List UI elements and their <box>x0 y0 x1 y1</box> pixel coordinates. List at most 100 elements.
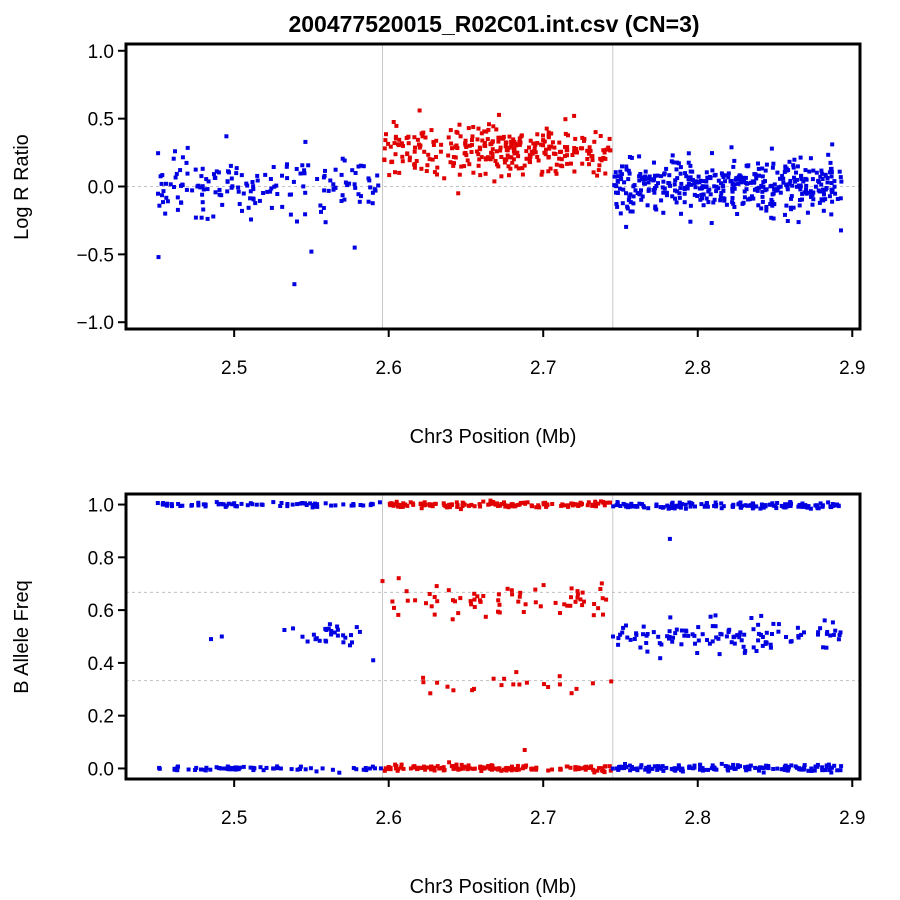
lrr-data-point <box>633 188 638 193</box>
lrr-data-point <box>400 159 405 164</box>
baf-data-point <box>411 764 416 769</box>
baf-data-point <box>196 500 201 505</box>
baf-data-point <box>435 764 440 769</box>
lrr-data-point <box>651 178 656 183</box>
baf-data-point <box>568 765 573 770</box>
lrr-data-point <box>682 191 687 196</box>
baf-data-point <box>656 766 661 771</box>
baf-data-point <box>499 683 504 688</box>
baf-data-point <box>295 502 300 507</box>
lrr-data-point <box>587 162 591 167</box>
lrr-data-point <box>771 216 776 221</box>
baf-data-point <box>707 641 712 646</box>
lrr-data-point <box>412 162 417 167</box>
lrr-data-point <box>734 176 739 181</box>
baf-data-point <box>557 682 562 687</box>
baf-data-point <box>667 629 672 634</box>
baf-data-point <box>275 764 280 769</box>
baf-data-point <box>585 503 590 508</box>
baf-data-point <box>199 767 203 772</box>
lrr-data-point <box>822 192 826 197</box>
lrr-data-point <box>434 155 438 159</box>
baf-data-point <box>481 499 486 504</box>
baf-data-point <box>221 766 226 771</box>
lrr-data-point <box>550 140 555 145</box>
baf-data-point <box>396 767 401 772</box>
baf-data-point <box>478 764 483 769</box>
baf-data-point <box>823 768 828 773</box>
lrr-data-point <box>798 155 803 160</box>
lrr-data-point <box>698 178 703 183</box>
lrr-data-point <box>515 150 520 155</box>
lrr-data-point <box>716 186 721 191</box>
lrr-data-point <box>684 174 689 179</box>
baf-data-point <box>759 613 764 618</box>
baf-data-point <box>688 504 693 509</box>
baf-data-point <box>514 768 519 773</box>
lrr-data-point <box>303 212 308 217</box>
baf-data-point <box>783 502 788 507</box>
baf-data-point <box>775 766 780 771</box>
baf-data-point <box>155 501 160 505</box>
baf-data-point <box>638 645 643 650</box>
lrr-data-point <box>829 212 834 217</box>
lrr-data-point <box>161 200 165 205</box>
lrr-data-point <box>566 133 570 138</box>
baf-data-point <box>726 629 731 633</box>
lrr-data-point <box>195 184 200 189</box>
lrr-data-point <box>622 180 627 185</box>
lrr-data-point <box>482 141 487 145</box>
lrr-data-point <box>804 183 809 188</box>
lrr-data-point <box>592 139 597 144</box>
baf-data-point <box>569 691 574 696</box>
baf-data-point <box>202 767 207 772</box>
lrr-data-point <box>666 181 671 185</box>
lrr-data-point <box>268 177 273 181</box>
lrr-data-point <box>271 165 276 169</box>
lrr-data-point <box>476 152 481 157</box>
baf-data-point <box>656 764 661 769</box>
lrr-data-point <box>479 155 484 160</box>
lrr-data-point <box>165 199 170 204</box>
lrr-data-point <box>163 211 168 216</box>
lrr-data-point <box>587 145 592 150</box>
baf-data-point <box>330 767 335 772</box>
lrr-data-point <box>206 179 211 184</box>
baf-data-point <box>230 766 235 770</box>
baf-data-point <box>517 682 522 687</box>
lrr-data-point <box>565 153 569 158</box>
lrr-data-point <box>255 173 260 178</box>
lrr-data-point <box>798 187 803 192</box>
lrr-data-point <box>670 153 675 158</box>
lrr-data-point <box>769 146 774 151</box>
lrr-data-point <box>706 189 711 194</box>
lrr-data-point <box>837 169 842 174</box>
baf-data-point <box>682 633 687 638</box>
baf-data-point <box>419 506 424 511</box>
baf-data-point <box>461 501 466 506</box>
baf-data-point <box>779 767 784 772</box>
lrr-data-point <box>419 166 424 171</box>
lrr-data-point <box>488 142 493 147</box>
lrr-data-point <box>602 150 607 155</box>
lrr-points <box>156 108 844 287</box>
lrr-data-point <box>615 204 620 209</box>
lrr-data-point <box>706 200 711 205</box>
lrr-data-point <box>417 145 422 150</box>
lrr-data-point <box>493 159 498 163</box>
baf-data-point <box>721 504 726 509</box>
baf-data-point <box>731 635 736 640</box>
baf-data-point <box>713 613 718 618</box>
lrr-data-point <box>399 141 404 146</box>
baf-data-point <box>659 766 664 771</box>
baf-data-point <box>839 764 844 769</box>
lrr-data-point <box>721 175 726 179</box>
baf-data-point <box>594 504 598 509</box>
baf-data-point <box>800 503 805 508</box>
baf-data-point <box>647 768 652 773</box>
baf-data-point <box>679 768 683 773</box>
baf-data-point <box>180 503 185 508</box>
baf-data-point <box>408 500 413 505</box>
baf-data-point <box>565 603 570 608</box>
baf-data-point <box>254 502 259 507</box>
